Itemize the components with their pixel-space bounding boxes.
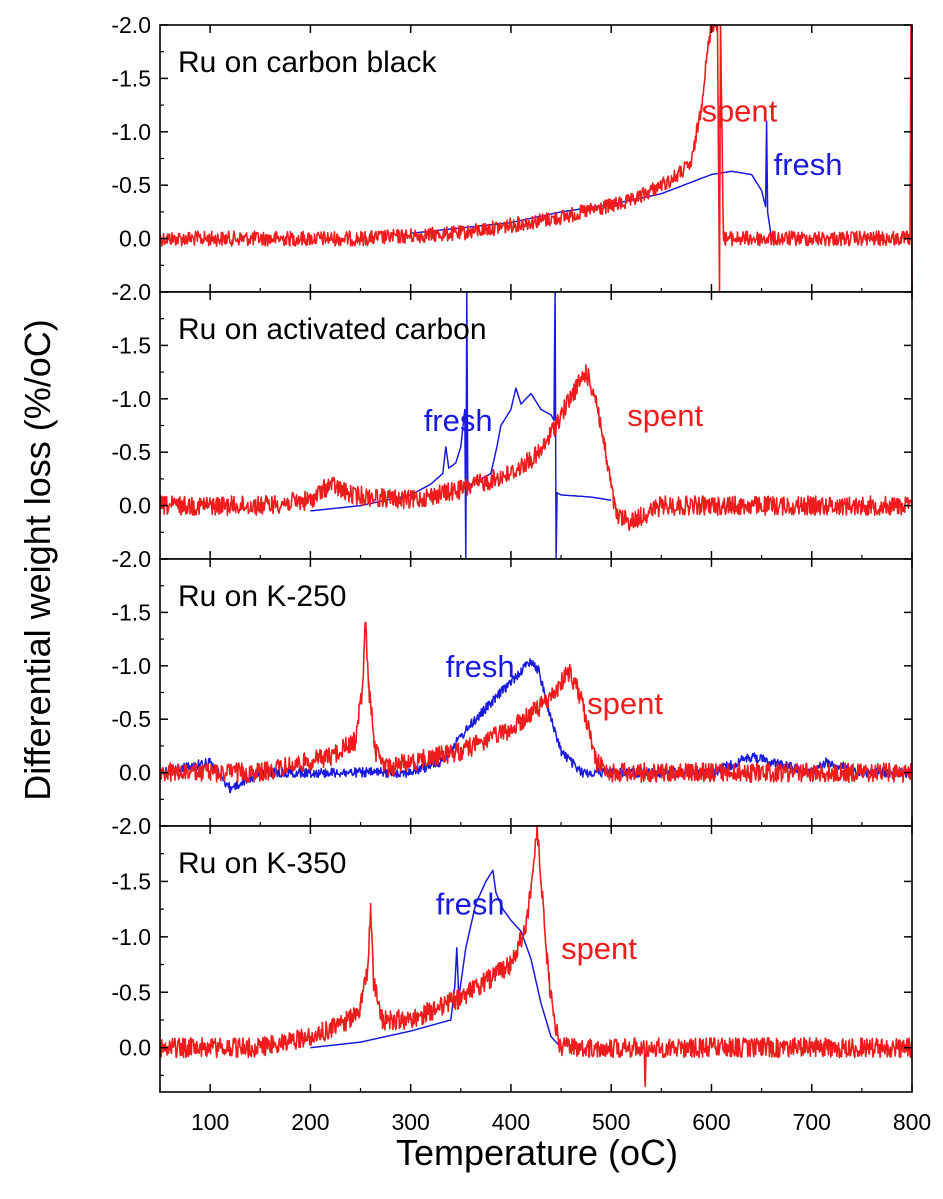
x-tick-label: 300 [391, 1109, 429, 1135]
series-spent-line [159, 24, 913, 293]
plot-area [160, 292, 912, 559]
panel-3: -2.0 -1.5 -1.0 -0.5 0.0 Ru on K-250 fresh spent [111, 546, 913, 827]
y-tick-label: -0.5 [111, 706, 151, 732]
x-tick-label: 800 [893, 1109, 931, 1135]
y-tick-label: -1.5 [111, 868, 151, 894]
y-tick-label: 0.0 [119, 1035, 151, 1061]
panels-layer: -2.0 -1.5 -1.0 -0.5 0.0 Ru on carbon black spe… [111, 12, 913, 1093]
y-tick-label: -2.0 [111, 546, 151, 572]
x-axis: 100 200 300 400 500 600 700 800 [191, 1109, 931, 1135]
y-tick-label: -0.5 [111, 172, 151, 198]
y-tick-label: -0.5 [111, 979, 151, 1005]
series-label-fresh: fresh [436, 887, 505, 922]
series-label-fresh: fresh [424, 403, 493, 438]
panel-2: -2.0 -1.5 -1.0 -0.5 0.0 Ru on activated carbo… [111, 279, 913, 560]
y-axis-title: Differential weight loss (%/oC) [17, 319, 58, 801]
series-spent-line [159, 364, 913, 531]
series-label-fresh: fresh [774, 147, 843, 182]
series-spent-line [159, 621, 913, 783]
x-tick-label: 700 [793, 1109, 831, 1135]
y-tick-label: -1.0 [111, 924, 151, 950]
series-label-spent: spent [561, 931, 637, 966]
x-tick-label: 200 [291, 1109, 329, 1135]
panel-title: Ru on carbon black [178, 46, 437, 79]
y-tick-label: -2.0 [111, 279, 151, 305]
y-tick-label: 0.0 [119, 226, 151, 252]
plot-area [160, 25, 912, 292]
panel-title: Ru on K-250 [178, 580, 346, 613]
x-tick-label: 400 [492, 1109, 530, 1135]
y-tick-label: -1.5 [111, 332, 151, 358]
x-tick-label: 100 [191, 1109, 229, 1135]
plot-area [160, 826, 912, 1092]
y-tick-label: 0.0 [119, 760, 151, 786]
x-axis-title: Temperature (oC) [396, 1132, 678, 1173]
y-tick-label: -2.0 [111, 813, 151, 839]
panel-title: Ru on activated carbon [178, 313, 487, 346]
series-label-spent: spent [627, 398, 703, 433]
panel-4: -2.0 -1.5 -1.0 -0.5 0.0 Ru on K-350 fresh spent [111, 813, 913, 1093]
plot-area [160, 559, 912, 826]
y-tick-label: -0.5 [111, 439, 151, 465]
x-tick-label: 600 [692, 1109, 730, 1135]
x-tick-label: 500 [592, 1109, 630, 1135]
series-fresh-line [310, 869, 562, 1049]
series-fresh-line [159, 658, 913, 794]
y-tick-label: -2.0 [111, 12, 151, 38]
y-tick-label: -1.5 [111, 599, 151, 625]
y-tick-label: -1.0 [111, 386, 151, 412]
y-tick-label: 0.0 [119, 493, 151, 519]
y-tick-label: -1.0 [111, 119, 151, 145]
panel-1: -2.0 -1.5 -1.0 -0.5 0.0 Ru on carbon black spe… [111, 12, 913, 293]
series-spent-line [159, 825, 913, 1088]
y-tick-label: -1.5 [111, 65, 151, 91]
panel-frame [159, 825, 913, 1093]
y-tick-label: -1.0 [111, 653, 151, 679]
series-label-spent: spent [587, 686, 663, 721]
panel-title: Ru on K-350 [178, 847, 346, 880]
series-label-spent: spent [701, 93, 777, 128]
series-label-fresh: fresh [446, 649, 515, 684]
